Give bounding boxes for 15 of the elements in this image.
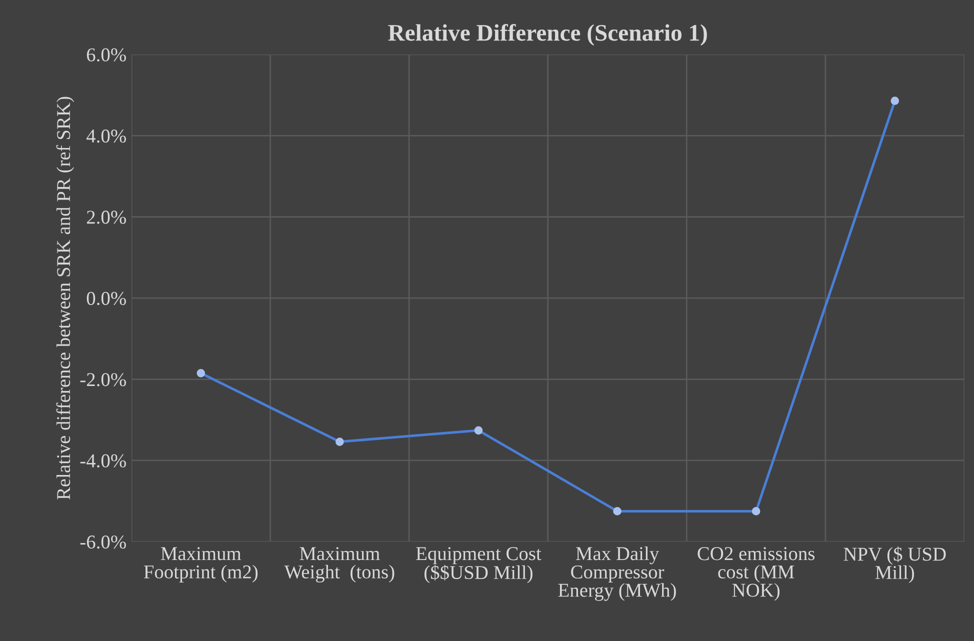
x-tick-label: NPV ($ USD Mill) (844, 546, 946, 584)
x-tick-label: Equipment Cost ($$USD Mill) (416, 547, 542, 584)
x-tick-label: CO2 emissions cost (MM NOK) (698, 547, 815, 601)
y-tick-label: 6.0% (86, 48, 126, 62)
x-tick-label: Maximum Weight (tons) (284, 547, 394, 583)
y-tick-label: 4.0% (86, 129, 126, 143)
y-axis-title: Relative difference between SRK and PR (ref SRK) (56, 96, 74, 500)
y-tick-label: -2.0% (80, 373, 126, 386)
y-tick-label: -6.0% (80, 535, 126, 549)
x-tick-label: Maximum Footprint (m2) (144, 547, 258, 582)
y-tick-label: 0.0% (86, 292, 126, 306)
x-tick-label: Max Daily Compressor Energy (MWh) (558, 546, 676, 601)
y-tick-label: -4.0% (80, 454, 126, 468)
chart-title: Relative Difference (Scenario 1) (388, 24, 707, 46)
y-tick-label: 2.0% (86, 210, 126, 224)
